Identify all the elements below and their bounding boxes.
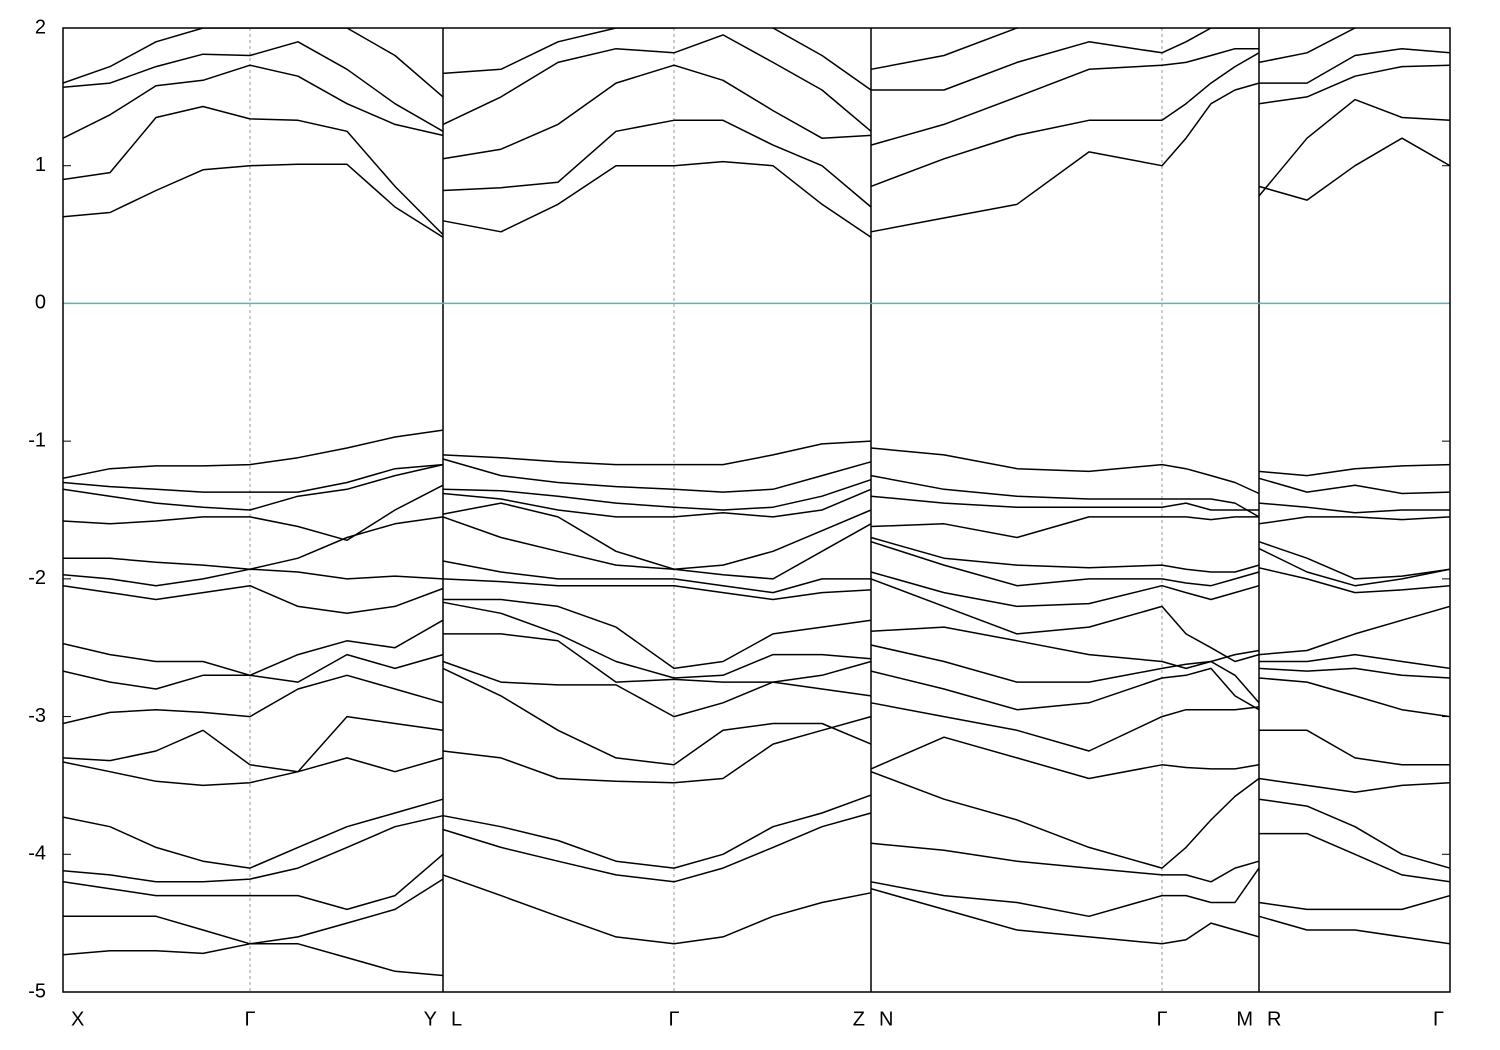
- x-tick-label: Z: [853, 1008, 865, 1030]
- band-line: [63, 52, 1450, 236]
- band-line: [63, 458, 1450, 518]
- x-tick-label: Γ: [1156, 1008, 1167, 1030]
- band-line: [63, 28, 1361, 98]
- band-line: [63, 429, 1450, 495]
- band-line: [63, 601, 1450, 725]
- x-tick-label: Γ: [1433, 1008, 1444, 1030]
- bands: [63, 28, 1450, 977]
- band-line: [63, 560, 1450, 615]
- band-line: [63, 598, 1450, 690]
- y-tick-label: -2: [28, 567, 46, 589]
- band-line: [63, 82, 1450, 238]
- band-line: [63, 28, 1450, 132]
- band-line: [63, 715, 1450, 883]
- band-line: [63, 463, 1450, 514]
- plot-frame: [62, 27, 1451, 993]
- band-line: [63, 633, 1450, 773]
- x-tick-label: Γ: [668, 1008, 679, 1030]
- y-tick-label: -5: [28, 980, 46, 1002]
- x-tick-label: N: [879, 1008, 893, 1030]
- x-tick-label: R: [1267, 1008, 1281, 1030]
- y-tick-label: -1: [28, 429, 46, 451]
- band-line: [63, 484, 1450, 542]
- x-tick-label: M: [1236, 1008, 1253, 1030]
- x-tick-label: L: [451, 1008, 462, 1030]
- y-tick-label: 2: [35, 16, 46, 38]
- band-line: [63, 502, 1450, 580]
- band-line: [63, 812, 1450, 945]
- band-line: [63, 667, 1450, 869]
- y-tick-label: 0: [35, 292, 46, 314]
- y-tick-label: 1: [35, 154, 46, 176]
- band-line: [63, 516, 1450, 587]
- band-line: [63, 874, 1450, 977]
- y-tick-label: -3: [28, 705, 46, 727]
- band-line: [63, 794, 1450, 911]
- x-tick-label: Y: [424, 1008, 437, 1030]
- band-line: [63, 47, 1450, 160]
- x-tick-label: Γ: [244, 1008, 255, 1030]
- y-tick-label: -4: [28, 843, 46, 865]
- x-tick-label: X: [71, 1008, 84, 1030]
- band-line: [63, 660, 1450, 787]
